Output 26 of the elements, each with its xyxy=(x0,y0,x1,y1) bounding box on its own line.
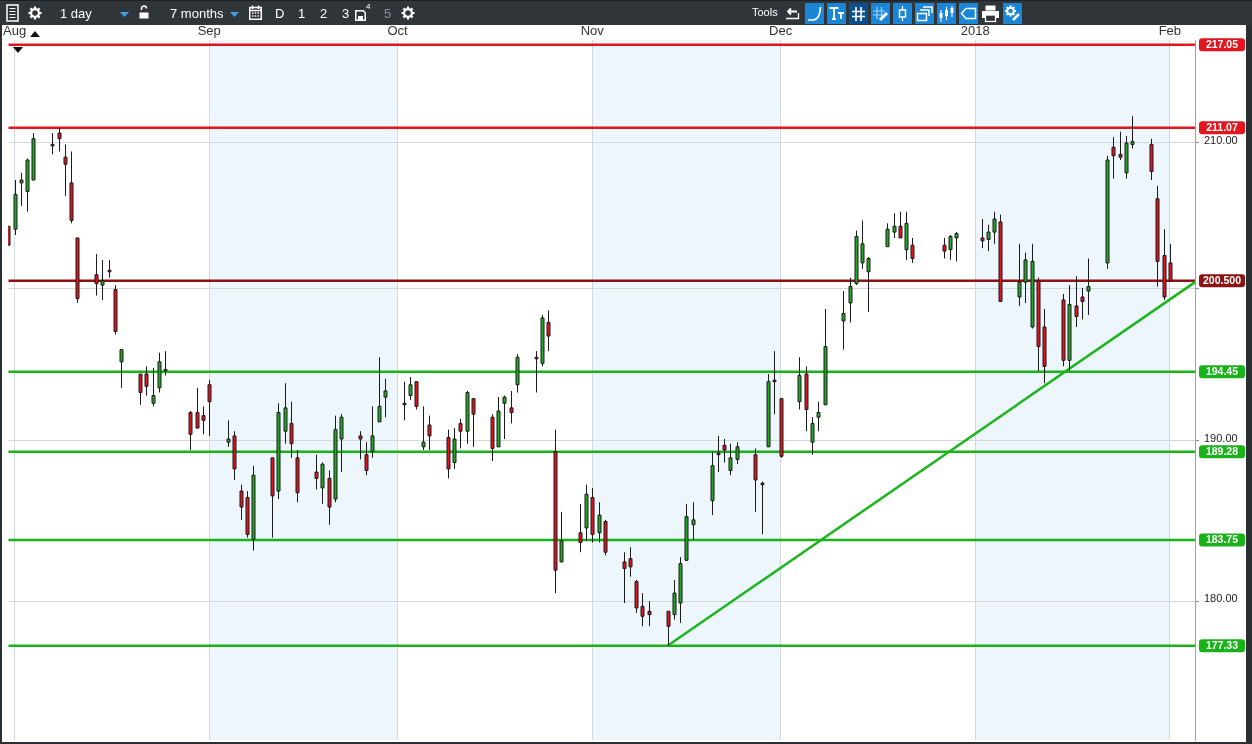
text: D xyxy=(275,6,285,21)
ref-line-label: 189.28 xyxy=(1205,445,1239,458)
x-tick-label: Oct xyxy=(387,22,409,38)
x-tick-label: Dec xyxy=(769,22,793,38)
text: 3 xyxy=(342,6,350,21)
x-tick-label: 2018 xyxy=(960,22,990,38)
text: 1 day xyxy=(60,6,92,21)
x-tick-label: Aug xyxy=(3,22,27,38)
ref-line-label: 194.45 xyxy=(1205,365,1239,378)
y-tick-label: 190.00 xyxy=(1204,431,1238,444)
ref-line-label: 217.05 xyxy=(1205,38,1239,51)
text: 1 xyxy=(298,6,306,21)
x-tick-label: Feb xyxy=(1158,22,1182,38)
ref-line-label: 177.33 xyxy=(1205,639,1239,652)
ref-line-label: 183.75 xyxy=(1205,533,1239,546)
ref-line-label: 211.07 xyxy=(1206,121,1238,134)
text: 2 xyxy=(320,6,328,21)
ref-line-label: 200.500 xyxy=(1203,274,1242,287)
y-tick-label: 180.00 xyxy=(1204,592,1238,605)
text: Tools xyxy=(752,6,778,19)
x-tick-label: Nov xyxy=(580,22,605,38)
text: 7 months xyxy=(170,6,224,21)
text: 4 xyxy=(366,2,371,11)
x-tick-label: Sep xyxy=(197,22,221,38)
y-tick-label: 210.00 xyxy=(1204,134,1238,147)
text: 5 xyxy=(384,6,392,21)
